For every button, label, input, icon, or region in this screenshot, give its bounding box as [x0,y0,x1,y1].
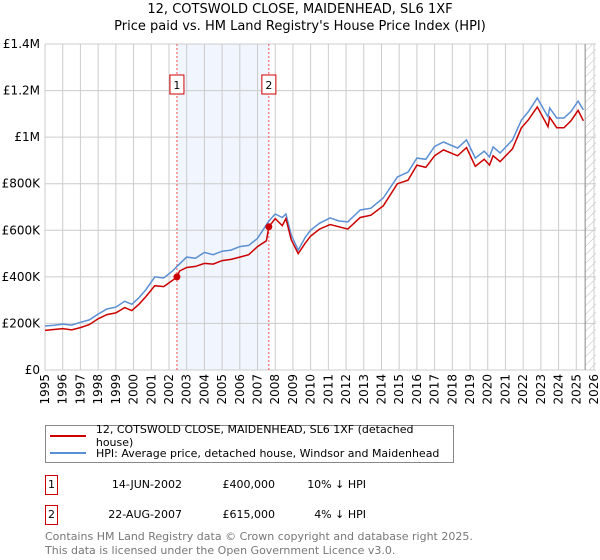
x-tick-label: 2014 [374,374,388,405]
x-tick-label: 2000 [127,374,141,405]
x-tick-label: 2015 [392,374,406,405]
x-tick-label: 1999 [109,374,123,405]
x-tick-label: 2022 [516,374,530,405]
transaction-badge: 1 [45,475,58,495]
y-tick-label: £1.4M [3,37,40,51]
y-tick-label: £800K [2,177,42,191]
chart-subtitle: Price paid vs. HM Land Registry's House … [114,19,486,34]
x-tick-label: 2002 [162,374,176,405]
transaction-label: 1 [173,79,180,92]
x-tick-label: 2012 [339,374,353,405]
transaction-hpi-diff: 4% ↓ HPI [314,508,366,521]
y-tick-label: £600K [2,223,42,237]
x-tick-label: 2004 [197,374,211,405]
footer-copyright: Contains HM Land Registry data © Crown c… [45,530,473,543]
transaction-hpi-diff: 10% ↓ HPI [307,478,366,491]
legend-item-hpi: HPI: Average price, detached house, Wind… [50,445,439,461]
transaction-point [173,273,181,281]
x-tick-label: 2010 [304,374,318,405]
x-tick-label: 2021 [498,374,512,405]
transaction-price: £400,000 [222,478,276,491]
x-tick-label: 2025 [569,374,583,405]
x-tick-label: 1998 [91,374,105,405]
sale-period-shade [176,44,269,370]
red-line-swatch [50,435,86,437]
hpi-series-line [44,96,585,327]
chart-title: 12, COTSWOLD CLOSE, MAIDENHEAD, SL6 1XF [147,2,453,17]
x-tick-label: 2003 [180,374,194,405]
x-tick-label: 2024 [552,374,566,405]
x-tick-label: 2023 [534,374,548,405]
transaction-date: 22-AUG-2007 [108,508,182,521]
legend-item-property: 12, COTSWOLD CLOSE, MAIDENHEAD, SL6 1XF … [50,423,453,449]
x-tick-label: 1995 [38,374,52,405]
x-tick-label: 2019 [463,374,477,405]
footer-licence: This data is licensed under the Open Gov… [45,544,396,557]
x-tick-label: 1996 [56,374,70,405]
x-tick-label: 2020 [481,374,495,405]
x-tick-label: 2013 [357,374,371,405]
x-tick-label: 2007 [251,374,265,405]
x-tick-label: 1997 [73,374,87,405]
transaction-badge: 2 [45,505,58,525]
y-tick-label: £0 [25,363,40,377]
x-tick-label: 2011 [321,374,335,405]
x-tick-label: 2026 [587,374,600,405]
transaction-date: 14-JUN-2002 [111,478,182,491]
price-chart: 1995 1996 1997 1998 1999 2000 2001 2002 2003 2004… [2,37,600,405]
x-tick-label: 2006 [233,374,247,405]
x-tick-label: 2017 [428,374,442,405]
y-tick-label: £400K [2,270,42,284]
transaction-label-box [169,74,185,95]
transaction-point [265,223,273,231]
legend: 12, COTSWOLD CLOSE, MAIDENHEAD, SL6 1XF … [45,423,454,463]
x-tick-label: 2009 [286,374,300,405]
x-tick-label: 2001 [144,374,158,405]
x-tick-label: 2008 [268,374,282,405]
y-tick-label: £1.2M [3,84,40,98]
legend-label: 12, COTSWOLD CLOSE, MAIDENHEAD, SL6 1XF … [95,423,414,449]
blue-line-swatch [50,452,86,454]
legend-label: HPI: Average price, detached house, Wind… [96,446,440,460]
transaction-label: 2 [265,79,272,92]
property-price-series-line [44,105,585,332]
x-tick-label: 2018 [445,374,459,405]
y-tick-label: £1M [14,130,40,144]
forecast-hatch [585,44,596,370]
x-tick-label: 2005 [215,374,229,405]
transaction-label-box [261,74,277,95]
transaction-price: £615,000 [222,508,276,521]
y-tick-label: £200K [2,316,42,330]
x-tick-label: 2016 [410,374,424,405]
